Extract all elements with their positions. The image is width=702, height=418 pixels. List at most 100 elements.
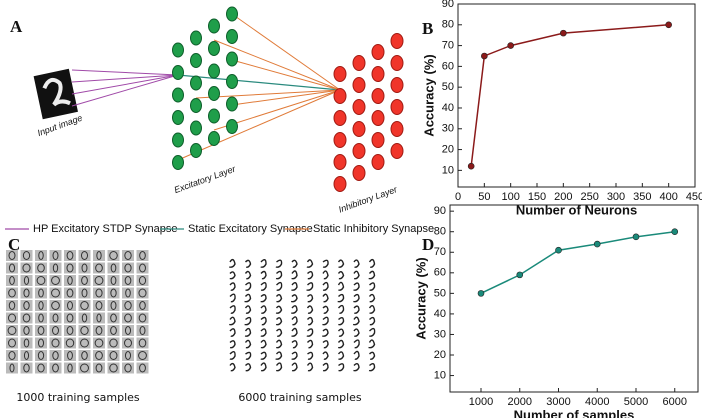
sample-stroke xyxy=(260,316,267,326)
sample-tile xyxy=(35,275,47,286)
inhibitory-neuron xyxy=(371,66,385,82)
sample-stroke xyxy=(66,326,74,335)
sample-stroke xyxy=(52,351,59,360)
sample-stroke xyxy=(51,338,60,348)
sample-tile xyxy=(107,362,120,374)
sample-tile xyxy=(122,287,134,299)
panel-label: B xyxy=(422,19,433,38)
y-tick-label: 60 xyxy=(434,267,446,279)
sample-stroke xyxy=(124,301,132,310)
inhibitory-neuron xyxy=(352,121,366,137)
sample-stroke xyxy=(306,305,314,314)
sample-stroke xyxy=(80,338,89,348)
sample-stroke xyxy=(368,270,376,280)
y-tick-label: 40 xyxy=(434,308,446,320)
sample-stroke xyxy=(306,328,314,337)
sample-stroke xyxy=(23,363,30,373)
excitatory-neuron xyxy=(190,120,202,136)
sample-stroke xyxy=(337,328,345,337)
inhibitory-neuron xyxy=(333,132,347,148)
sample-stroke xyxy=(245,282,252,291)
sample-stroke xyxy=(37,363,45,373)
sample-stroke xyxy=(291,259,298,268)
x-tick-label: 1000 xyxy=(469,396,493,408)
sample-stroke xyxy=(23,288,30,298)
excitatory-neuron xyxy=(208,86,220,101)
sample-stroke xyxy=(138,288,147,298)
caption: 1000 training samples xyxy=(16,391,140,404)
x-tick-label: 3000 xyxy=(546,396,570,408)
sample-stroke xyxy=(124,363,132,373)
sample-tile xyxy=(64,312,76,324)
caption: 6000 training samples xyxy=(238,391,362,404)
y-tick-label: 80 xyxy=(434,226,446,238)
sample-tile xyxy=(107,250,120,261)
sample-tile xyxy=(64,287,76,299)
sample-stroke xyxy=(38,301,44,310)
sample-tile xyxy=(122,300,134,311)
sample-stroke xyxy=(139,363,146,373)
sample-stroke xyxy=(23,338,30,348)
sample-stroke xyxy=(291,351,298,360)
inhibitory-neuron xyxy=(371,88,385,104)
sample-stroke xyxy=(124,326,132,335)
sample-tile xyxy=(136,262,149,274)
inhibitory-neuron xyxy=(333,66,347,82)
sample-stroke xyxy=(81,288,88,298)
sample-stroke xyxy=(52,326,59,335)
sample-tile xyxy=(136,275,149,286)
sample-tile xyxy=(49,362,62,374)
excitatory-neuron xyxy=(226,6,238,22)
sample-stroke xyxy=(229,351,236,360)
excitatory-neuron xyxy=(208,63,220,79)
legend-label: HP Excitatory STDP Synapse xyxy=(33,223,178,235)
sample-stroke xyxy=(353,282,360,291)
sample-stroke xyxy=(95,288,103,298)
sample-stroke xyxy=(80,251,89,260)
sample-stroke xyxy=(138,351,147,360)
excitatory-neuron xyxy=(208,108,220,124)
sample-stroke xyxy=(291,327,298,337)
sample-tile xyxy=(78,325,91,336)
sample-stroke xyxy=(260,305,267,314)
sample-stroke xyxy=(244,293,252,303)
inhibitory-neuron xyxy=(390,33,404,49)
layer-label: Excitatory Layer xyxy=(173,163,238,195)
sample-tile xyxy=(64,337,76,349)
sample-stroke xyxy=(353,259,360,268)
sample-stroke xyxy=(95,351,103,360)
sample-tile xyxy=(122,312,134,324)
legend-label: Static Excitatory Synapse xyxy=(188,223,313,235)
sample-stroke xyxy=(322,270,329,280)
sample-stroke xyxy=(290,294,298,303)
inhibitory-neuron xyxy=(333,88,347,104)
sample-stroke xyxy=(23,276,30,285)
sample-stroke xyxy=(8,288,16,298)
sample-tile xyxy=(107,337,120,349)
y-tick-label: 20 xyxy=(442,143,454,155)
synapse xyxy=(231,13,341,91)
data-point xyxy=(555,246,562,254)
excitatory-neuron xyxy=(208,41,220,56)
data-line xyxy=(470,24,669,167)
inhibitory-neuron xyxy=(352,55,366,71)
sample-stroke xyxy=(8,351,16,360)
sample-tile xyxy=(93,312,105,324)
sample-stroke xyxy=(229,340,236,349)
sample-stroke xyxy=(260,270,267,280)
sample-stroke xyxy=(244,259,252,268)
sample-stroke xyxy=(8,263,16,273)
sample-stroke xyxy=(291,270,298,280)
sample-tile xyxy=(136,337,149,349)
sample-stroke xyxy=(22,251,31,260)
synapse xyxy=(71,74,179,95)
y-tick-label: 80 xyxy=(442,19,454,31)
sample-tile xyxy=(35,350,47,361)
y-axis-title: Accuracy (%) xyxy=(413,257,428,339)
sample-tile xyxy=(122,362,134,374)
sample-stroke xyxy=(322,328,329,337)
sample-tile xyxy=(136,300,149,311)
sample-tile xyxy=(64,275,76,286)
sample-tile xyxy=(78,275,91,286)
x-tick-label: 450 xyxy=(686,191,702,203)
